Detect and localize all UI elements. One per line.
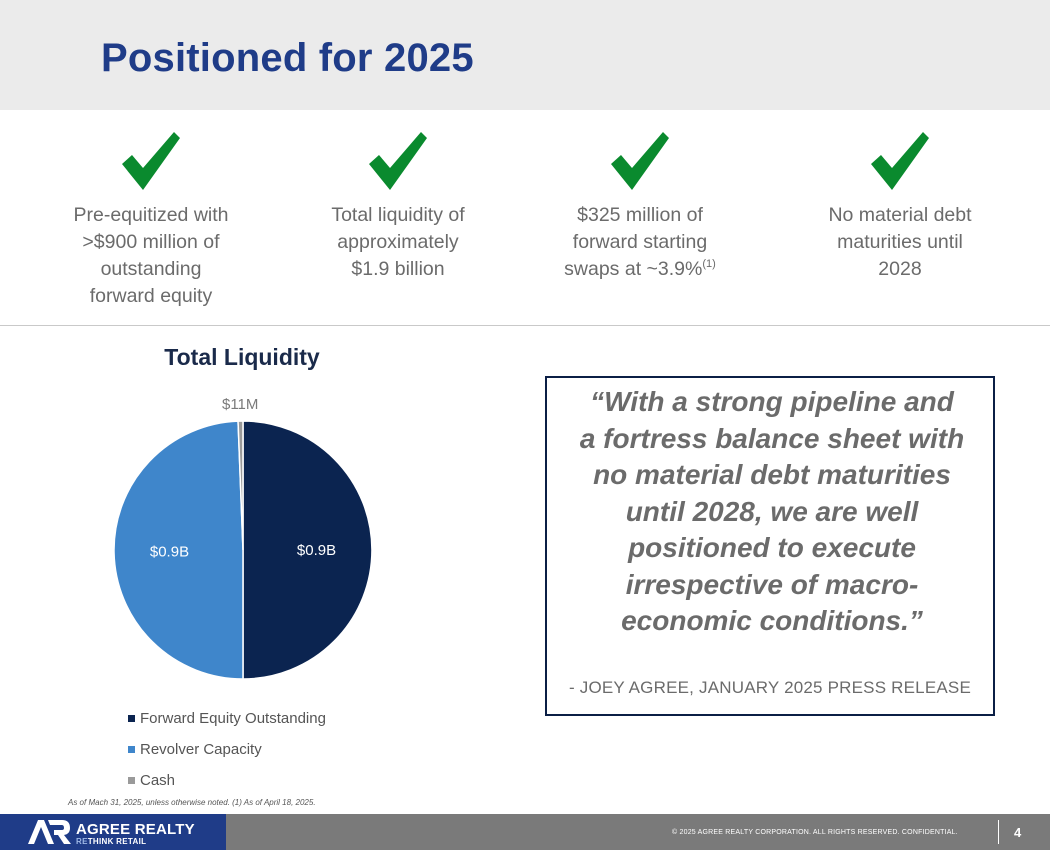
header-band: Positioned for 2025 xyxy=(0,0,1050,110)
tagline-prefix: RE xyxy=(76,837,88,846)
page-title: Positioned for 2025 xyxy=(101,36,474,80)
pie-chart: $0.9B $0.9B $11M xyxy=(113,396,373,680)
quote-line: positioned to execute xyxy=(628,532,916,563)
highlight-line: maturities until xyxy=(837,231,963,253)
highlight-text: Pre-equitized with >$900 million of outs… xyxy=(46,202,256,310)
section-divider xyxy=(0,325,1050,326)
quote-line: “With a strong pipeline and xyxy=(590,386,954,417)
company-tagline: RETHINK RETAIL xyxy=(76,837,146,846)
highlight-debt-maturities: No material debt maturities until 2028 xyxy=(795,128,1005,283)
quote-line: economic conditions.” xyxy=(621,605,923,636)
agree-realty-logo-icon xyxy=(28,820,71,844)
highlight-forward-equity: Pre-equitized with >$900 million of outs… xyxy=(46,128,256,310)
pie-slice-forward-equity xyxy=(242,420,373,680)
highlight-line: swaps at ~3.9%(1) xyxy=(535,256,745,283)
legend-swatch xyxy=(128,715,135,722)
highlight-line-text: swaps at ~3.9% xyxy=(564,258,703,280)
highlight-line: outstanding xyxy=(100,258,202,280)
highlight-text: Total liquidity of approximately $1.9 bi… xyxy=(293,202,503,283)
page-number: 4 xyxy=(1014,825,1022,840)
legend-label: Cash xyxy=(140,772,176,789)
legend-swatch xyxy=(128,777,135,784)
legend-swatch xyxy=(128,746,135,753)
highlight-text: $325 million of forward starting swaps a… xyxy=(535,202,745,283)
legend-label: Forward Equity Outstanding xyxy=(140,710,326,727)
highlight-line: 2028 xyxy=(878,258,922,280)
data-label-cash: $11M xyxy=(222,396,258,413)
footer-separator xyxy=(998,820,999,844)
quote-box: “With a strong pipeline and a fortress b… xyxy=(545,376,995,716)
highlight-line: $325 million of xyxy=(577,204,703,226)
checkmark-icon xyxy=(369,132,427,190)
highlight-line: Pre-equitized with xyxy=(73,204,229,226)
highlight-total-liquidity: Total liquidity of approximately $1.9 bi… xyxy=(293,128,503,283)
highlight-line: approximately xyxy=(337,231,459,253)
legend-label: Revolver Capacity xyxy=(140,741,262,758)
pie-slice-revolver xyxy=(113,420,244,680)
checkmark-icon xyxy=(611,132,669,190)
copyright-notice: © 2025 AGREE REALTY CORPORATION. ALL RIG… xyxy=(672,829,958,836)
footnote-ref: (1) xyxy=(702,258,716,270)
chart-title: Total Liquidity xyxy=(164,344,320,370)
checkmark-icon xyxy=(871,132,929,190)
quote-line: a fortress balance sheet with xyxy=(579,422,965,454)
highlight-line: forward starting xyxy=(572,231,708,253)
legend-item-forward-equity: Forward Equity Outstanding xyxy=(128,703,326,734)
quote-line: irrespective of macro- xyxy=(625,568,919,600)
company-logo: AGREE REALTY RETHINK RETAIL xyxy=(0,814,226,850)
highlight-text: No material debt maturities until 2028 xyxy=(795,202,1005,283)
data-label-forward-equity: $0.9B xyxy=(297,542,336,559)
tagline-rest: THINK RETAIL xyxy=(87,837,147,846)
quote-attribution: - JOEY AGREE, JANUARY 2025 PRESS RELEASE xyxy=(568,678,971,697)
footer-bar: AGREE REALTY RETHINK RETAIL © 2025 AGREE… xyxy=(0,814,1050,850)
quote-line: until 2028, we are well xyxy=(625,495,919,527)
legend-item-cash: Cash xyxy=(128,765,326,796)
pie-slice-cash xyxy=(237,420,244,551)
data-label-revolver: $0.9B xyxy=(150,543,189,560)
highlight-line: >$900 million of xyxy=(82,231,220,253)
company-name: AGREE REALTY xyxy=(76,821,195,838)
highlight-line: forward equity xyxy=(89,285,213,307)
footnote: As of Mach 31, 2025, unless otherwise no… xyxy=(68,798,316,807)
highlight-line: No material debt xyxy=(828,204,972,226)
quote-text: “With a strong pipeline and a fortress b… xyxy=(555,384,989,640)
checkmark-icon xyxy=(122,132,180,190)
highlight-line: $1.9 billion xyxy=(351,258,445,280)
highlight-line: Total liquidity of xyxy=(331,204,465,226)
highlight-swaps: $325 million of forward starting swaps a… xyxy=(535,128,745,283)
quote-line: no material debt maturities xyxy=(593,459,951,490)
legend-item-revolver: Revolver Capacity xyxy=(128,734,326,765)
chart-legend: Forward Equity Outstanding Revolver Capa… xyxy=(128,703,326,796)
